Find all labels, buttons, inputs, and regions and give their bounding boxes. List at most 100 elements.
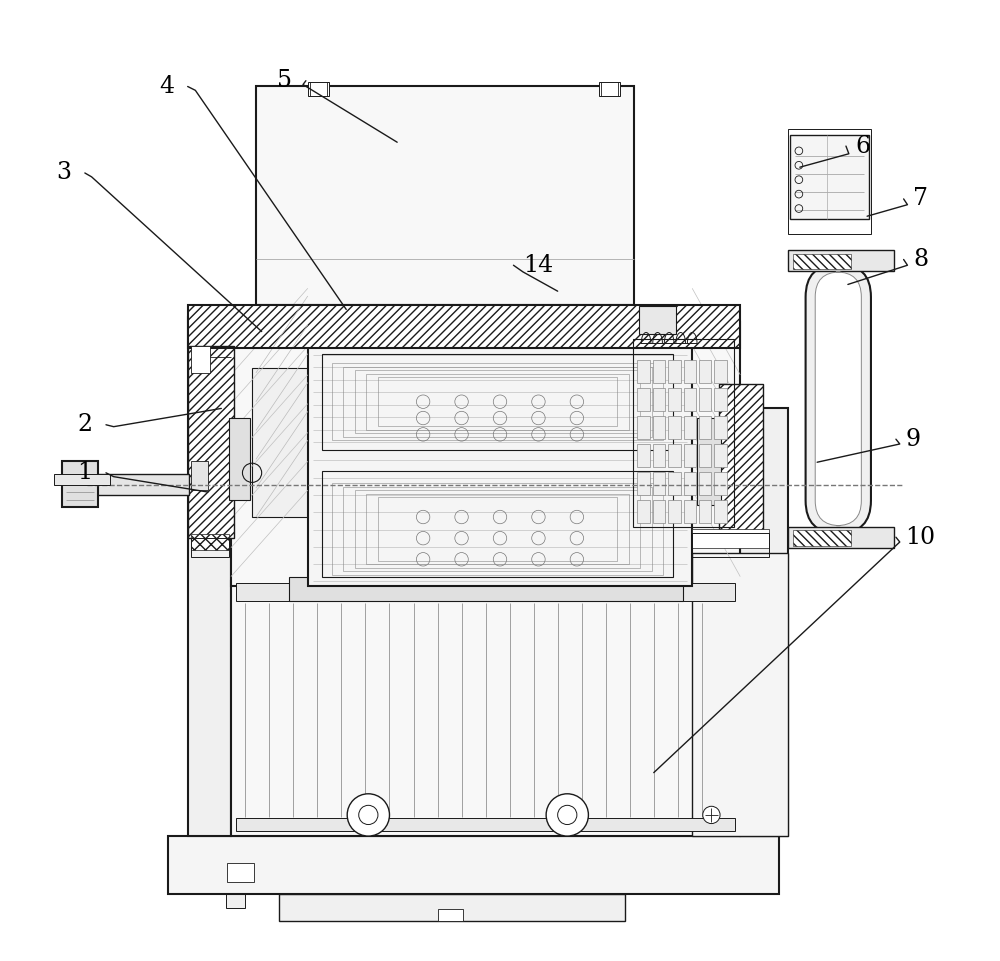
Bar [653,500,665,523]
Bar [793,530,851,546]
Bar [714,500,727,523]
Text: 8: 8 [913,248,928,271]
Bar [714,360,727,383]
Bar [231,322,740,586]
Bar [684,416,696,439]
Bar [699,500,711,523]
Bar [289,577,683,601]
Bar [168,836,779,894]
Bar [793,254,851,269]
Bar [378,497,617,561]
Text: 3: 3 [56,161,71,185]
FancyBboxPatch shape [806,264,871,533]
Bar [227,863,254,882]
Bar [188,305,740,348]
Bar [684,444,696,467]
Text: 2: 2 [77,413,92,436]
Bar [714,388,727,411]
Bar [684,472,696,495]
Bar [231,581,740,836]
Bar [684,388,696,411]
Bar [697,418,721,505]
Bar [188,346,234,538]
Bar [637,360,650,383]
Bar [308,82,329,96]
Text: 9: 9 [906,428,921,451]
Bar [633,339,734,527]
Bar [355,490,640,568]
Bar [653,360,665,383]
Bar [308,346,692,586]
Bar [188,317,231,836]
Bar [637,388,650,411]
Bar [699,472,711,495]
Bar [668,500,681,523]
Bar [366,494,629,564]
Bar [653,472,665,495]
Bar [343,487,652,571]
Circle shape [703,806,720,824]
Bar [790,135,869,219]
Bar [322,471,673,577]
Bar [788,527,894,548]
Bar [637,416,650,439]
Bar [692,529,769,548]
Bar [252,368,310,517]
Bar [668,360,681,383]
Bar [714,472,727,495]
Bar [236,583,735,601]
Bar [62,461,98,507]
Text: 10: 10 [906,526,936,549]
Text: 7: 7 [913,187,928,210]
Bar [599,82,620,96]
Bar [639,306,676,334]
Bar [279,894,625,921]
Text: 1: 1 [77,461,92,484]
Bar [714,444,727,467]
Bar [684,360,696,383]
Bar [699,388,711,411]
Bar [714,416,727,439]
Bar [322,354,673,450]
Bar [719,384,763,538]
Bar [699,444,711,467]
Circle shape [546,794,588,836]
Circle shape [359,805,378,825]
Bar [668,444,681,467]
Bar [229,418,250,500]
Bar [332,483,663,575]
Bar [788,129,871,234]
Bar [684,500,696,523]
Text: 14: 14 [523,254,553,277]
Bar [191,346,210,373]
Circle shape [347,794,389,836]
Bar [637,500,650,523]
Bar [653,416,665,439]
Bar [343,367,652,436]
Bar [699,360,711,383]
Bar [719,384,763,538]
Bar [668,472,681,495]
Text: 4: 4 [159,75,174,98]
Bar [87,474,189,495]
Bar [191,538,229,557]
FancyBboxPatch shape [815,272,861,526]
Bar [740,408,788,836]
Bar [788,250,894,271]
Bar [366,374,629,430]
Bar [637,472,650,495]
Bar [332,363,663,440]
Bar [191,461,208,490]
Bar [54,474,110,485]
Bar [256,86,634,305]
Bar [378,377,617,427]
Bar [653,388,665,411]
Bar [438,909,463,921]
Text: 6: 6 [856,135,871,158]
Bar [692,533,769,557]
Bar [188,346,234,538]
Circle shape [558,805,577,825]
Text: 5: 5 [277,69,292,92]
Bar [226,891,245,908]
Bar [191,534,229,550]
